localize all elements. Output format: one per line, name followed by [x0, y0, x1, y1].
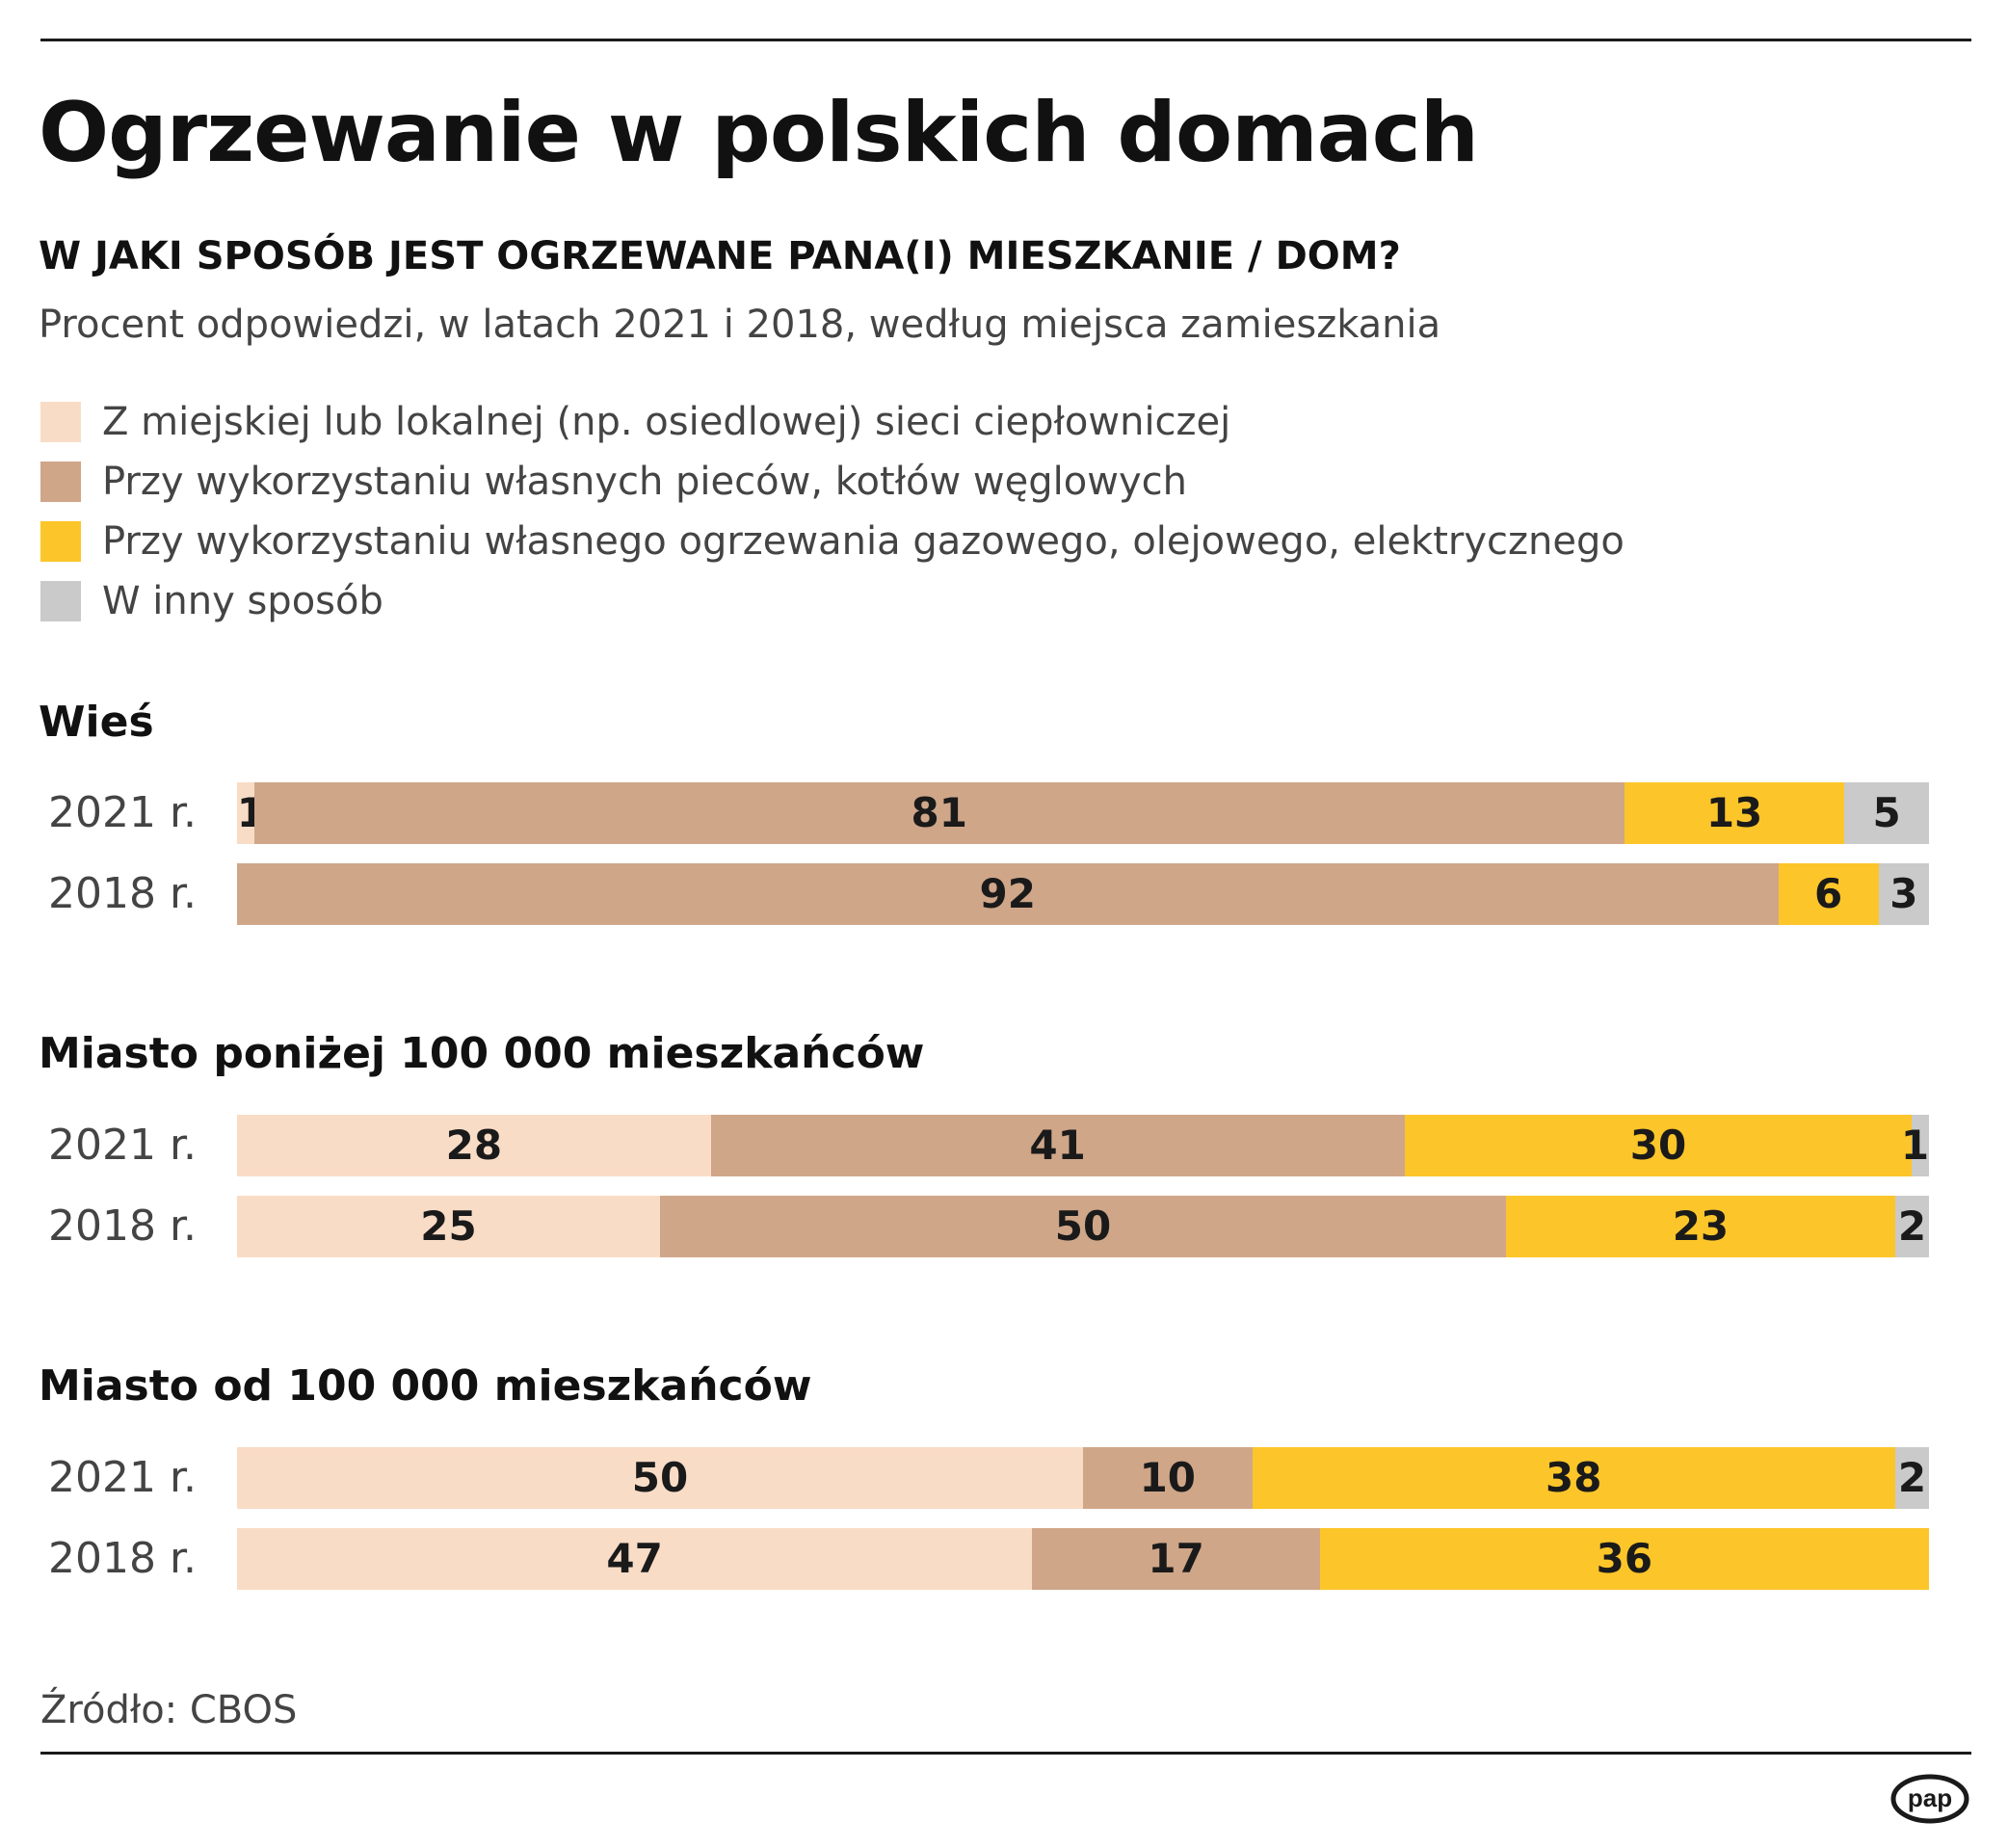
bottom-rule	[40, 1752, 1971, 1755]
data-label: 2	[1897, 1454, 1927, 1501]
legend-label: Przy wykorzystaniu własnego ogrzewania g…	[102, 519, 1625, 564]
stacked-bar: 50 10 38 2	[237, 1447, 1929, 1509]
data-label: 6	[1814, 870, 1843, 917]
legend: Z miejskiej lub lokalnej (np. osiedlowej…	[40, 392, 1625, 631]
legend-label: Przy wykorzystaniu własnych pieców, kotł…	[102, 460, 1187, 504]
source-note: Źródło: CBOS	[40, 1688, 298, 1732]
data-label: 3	[1889, 870, 1918, 917]
data-label: 2	[1897, 1202, 1927, 1250]
legend-swatch	[40, 402, 81, 442]
row-label: 2021 r.	[48, 1453, 197, 1502]
logo-text: pap	[1908, 1783, 1952, 1812]
row-label: 2021 r.	[48, 788, 197, 837]
group-title-wies: Wieś	[39, 698, 154, 747]
legend-swatch	[40, 581, 81, 621]
stacked-bar: 1 81 13 5	[237, 782, 1929, 844]
data-label: 13	[1705, 789, 1763, 836]
segment-district-heating	[237, 782, 254, 844]
stacked-bar: 28 41 30 1	[237, 1115, 1929, 1176]
data-label: 92	[979, 870, 1036, 917]
data-label: 23	[1672, 1202, 1730, 1250]
data-label: 47	[606, 1535, 663, 1582]
data-label: 5	[1872, 789, 1901, 836]
legend-item-coal: Przy wykorzystaniu własnych pieców, kotł…	[40, 452, 1625, 512]
row-label: 2021 r.	[48, 1121, 197, 1170]
legend-item-other: W inny sposób	[40, 571, 1625, 631]
data-label: 25	[420, 1202, 477, 1250]
segment-gas-oil-electric	[1778, 863, 1879, 925]
segment-coal	[253, 782, 1625, 844]
segment-other	[1844, 782, 1929, 844]
chart-title: Ogrzewanie w polskich domach	[39, 85, 1479, 181]
segment-gas-oil-electric	[1506, 1196, 1895, 1257]
legend-item-district-heating: Z miejskiej lub lokalnej (np. osiedlowej…	[40, 392, 1625, 452]
row-label: 2018 r.	[48, 869, 197, 918]
legend-swatch	[40, 521, 81, 562]
segment-coal	[237, 863, 1779, 925]
data-label: 41	[1029, 1122, 1086, 1169]
stacked-bar: 47 17 36	[237, 1528, 1929, 1590]
group-title-large-city: Miasto od 100 000 mieszkańców	[39, 1361, 812, 1411]
data-label: 81	[911, 789, 967, 836]
top-rule	[40, 39, 1971, 41]
data-label: 50	[1054, 1202, 1112, 1250]
segment-coal	[1032, 1528, 1320, 1590]
stacked-bar: 25 50 23 2	[237, 1196, 1929, 1257]
segment-gas-oil-electric	[1404, 1115, 1913, 1176]
group-title-small-city: Miasto poniżej 100 000 mieszkańców	[39, 1029, 925, 1078]
row-label: 2018 r.	[48, 1201, 197, 1251]
segment-gas-oil-electric	[1319, 1528, 1929, 1590]
data-label: 17	[1148, 1535, 1204, 1582]
segment-district-heating	[237, 1447, 1083, 1509]
segment-coal	[710, 1115, 1405, 1176]
data-label: 30	[1629, 1122, 1687, 1169]
segment-other	[1894, 1447, 1929, 1509]
chart-subtitle: W JAKI SPOSÓB JEST OGRZEWANE PANA(I) MIE…	[39, 234, 1401, 278]
segment-gas-oil-electric	[1624, 782, 1845, 844]
stacked-bar: 92 6 3	[237, 863, 1929, 925]
pap-logo: pap	[1890, 1774, 1969, 1824]
legend-label: Z miejskiej lub lokalnej (np. osiedlowej…	[102, 400, 1231, 444]
data-label: 38	[1546, 1454, 1602, 1501]
row-label: 2018 r.	[48, 1534, 197, 1583]
segment-coal	[1083, 1447, 1253, 1509]
chart-description: Procent odpowiedzi, w latach 2021 i 2018…	[39, 303, 1441, 347]
segment-coal	[660, 1196, 1506, 1257]
data-label: 1	[1900, 1122, 1930, 1169]
data-label: 50	[631, 1454, 689, 1501]
segment-other	[1878, 863, 1929, 925]
data-label: 36	[1596, 1535, 1653, 1582]
legend-label: W inny sposób	[102, 579, 383, 623]
data-label: 10	[1139, 1454, 1197, 1501]
data-label: 28	[445, 1122, 503, 1169]
segment-district-heating	[237, 1528, 1033, 1590]
segment-district-heating	[237, 1196, 660, 1257]
segment-other	[1894, 1196, 1929, 1257]
segment-gas-oil-electric	[1252, 1447, 1895, 1509]
legend-swatch	[40, 462, 81, 502]
segment-other	[1912, 1115, 1929, 1176]
segment-district-heating	[237, 1115, 711, 1176]
legend-item-gas-oil-electric: Przy wykorzystaniu własnego ogrzewania g…	[40, 512, 1625, 571]
